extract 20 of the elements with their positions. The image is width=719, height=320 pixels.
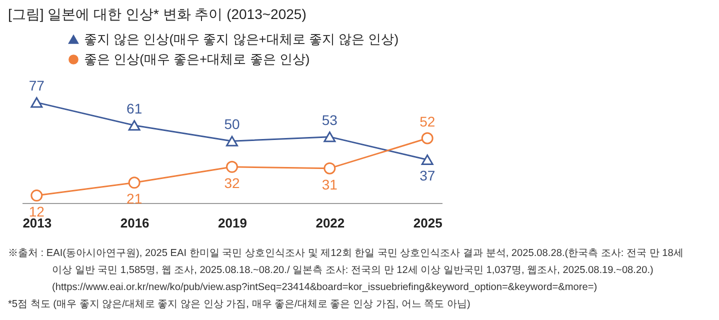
- legend-label: 좋지 않은 인상(매우 좋지 않은+대체로 좋지 않은 인상): [84, 32, 399, 46]
- x-tick-label: 2019: [218, 216, 247, 230]
- data-label: 37: [420, 168, 436, 184]
- text: (https://www.eai.or.kr/new/ko/pub/view.asp?intSeq=23414&board=kor_issuebriefing&keyword_option=&keyword=&more=): [52, 282, 598, 293]
- x-tick-label: 2016: [120, 216, 150, 230]
- data-label: 50: [224, 116, 240, 132]
- text: *5점 척도 (매우 좋지 않은/대체로 좋지 않은 인상 가짐, 매우 좋은/대체로 좋은 인상 가짐, 어느 쪽도 아님): [8, 299, 470, 310]
- text: ※출처 : EAI(동아시아연구원), 2025 EAI 한미일 국민 상호인식조사 및 제12회 한일 국민 상호인식조사 결과 분석, 2025.08.28.(한국측 조사: 전국 만 18세: [8, 248, 684, 259]
- chart-title: [그림] 일본에 대한 인상* 변화 추이 (2013~2025): [8, 6, 306, 22]
- x-tick-label: 2022: [316, 216, 345, 230]
- legend-label: 좋은 인상(매우 좋은+대체로 좋은 인상): [84, 52, 310, 66]
- data-label: 61: [126, 100, 142, 116]
- text: 이상 일반 국민 1,585명, 웹 조사, 2025.08.18.~08.20./ 일본측 조사: 전국의 만 12세 이상 일반국민 1,037명, 웹조사, 2025.08.19.~08.20.): [52, 265, 654, 276]
- x-tick-label: 2025: [413, 216, 442, 230]
- data-label: 53: [322, 112, 338, 128]
- data-label: 77: [28, 77, 45, 94]
- data-label: 21: [126, 190, 142, 207]
- data-label: 31: [322, 176, 338, 192]
- data-label: 32: [224, 174, 240, 191]
- data-label: 52: [420, 113, 436, 130]
